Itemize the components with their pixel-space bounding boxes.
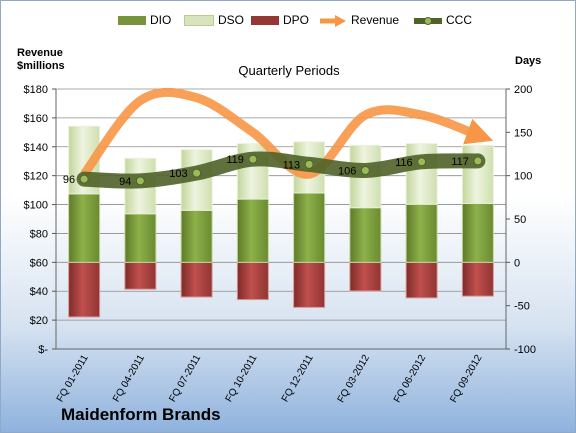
legend-label-dso: DSO (218, 13, 245, 27)
right-tick-label: -50 (514, 301, 530, 313)
legend-arrow-icon (319, 14, 347, 27)
x-tick-label: FQ 12-2011 (280, 353, 316, 404)
legend-label-revenue: Revenue (351, 13, 400, 27)
left-tick-label: $140 (24, 142, 48, 154)
bar-dpo (349, 261, 382, 292)
ccc-marker (79, 174, 89, 184)
bar-dio (461, 202, 494, 263)
left-tick-label: $80 (30, 228, 48, 240)
legend-item-revenue: Revenue (319, 13, 399, 27)
ccc-marker (417, 157, 427, 167)
right-tick-label: 150 (514, 127, 532, 139)
left-tick-label: $20 (30, 315, 48, 327)
bar-dio (180, 209, 213, 263)
x-tick-label: FQ 04-2011 (111, 353, 147, 404)
left-tick-label: $120 (24, 171, 48, 183)
bar-dpo (124, 261, 157, 290)
right-tick-label: -100 (514, 344, 536, 356)
ccc-data-label: 96 (63, 174, 75, 186)
x-tick-label: FQ 10-2011 (224, 353, 260, 404)
ccc-data-label: 117 (451, 156, 469, 168)
ccc-marker (360, 165, 370, 175)
ccc-marker (192, 168, 202, 178)
left-tick-label: $100 (24, 200, 48, 212)
bar-dpo (405, 261, 438, 299)
chart-subtitle: Quarterly Periods (238, 63, 340, 78)
ccc-marker (248, 154, 258, 164)
legend-label-dio: DIO (150, 13, 172, 27)
right-axis-title: Days (515, 55, 542, 67)
ccc-marker (135, 176, 145, 186)
legend-label-ccc: CCC (446, 13, 472, 27)
x-tick-label: FQ 06-2012 (392, 353, 428, 405)
left-tick-label: $180 (24, 84, 48, 96)
right-tick-label: 50 (514, 214, 526, 226)
ccc-data-label: 106 (338, 165, 356, 177)
ccc-marker (473, 156, 483, 166)
ccc-data-label: 103 (169, 168, 187, 180)
legend-item-dso: DSO (184, 13, 244, 27)
ccc-marker (304, 159, 314, 169)
right-tick-label: 0 (514, 257, 520, 269)
bar-dpo (180, 261, 213, 298)
ccc-line (76, 151, 486, 189)
left-tick-label: $60 (30, 257, 48, 269)
x-tick-label: FQ 07-2011 (167, 353, 203, 404)
legend-swatch-dso (184, 15, 214, 27)
bar-dpo (68, 261, 101, 318)
ccc-data-label: 119 (226, 154, 244, 166)
left-tick-label: $160 (24, 113, 48, 125)
company-name: Maidenform Brands (61, 405, 221, 424)
legend-ccc-marker-icon (412, 15, 444, 27)
legend-swatch-dpo (251, 16, 279, 26)
bar-dio (293, 192, 326, 263)
x-tick-label: FQ 03-2012 (336, 353, 372, 405)
ccc-data-label: 113 (283, 159, 301, 171)
left-tick-label: $- (38, 344, 48, 356)
ccc-data-label: 116 (395, 157, 413, 169)
bar-dpo (293, 261, 326, 308)
bar-dso (405, 143, 438, 205)
bar-dio (349, 207, 382, 263)
right-tick-label: 100 (514, 171, 532, 183)
x-tick-label: FQ 01-2011 (55, 353, 91, 404)
legend-label-dpo: DPO (283, 13, 310, 27)
legend-item-dpo: DPO (251, 13, 309, 27)
bar-dio (405, 203, 438, 263)
legend-item-dio: DIO (118, 13, 171, 27)
left-tick-label: $40 (30, 286, 48, 298)
bar-dpo (236, 261, 269, 301)
bar-dio (124, 213, 157, 263)
left-axis-title-text: Revenue $millions (17, 47, 65, 72)
ccc-data-label: 94 (119, 176, 131, 188)
left-axis-title: Revenue $millions (17, 47, 77, 73)
bar-dio (236, 198, 269, 263)
x-tick-label: FQ 09-2012 (448, 353, 484, 405)
bar-dio (68, 193, 101, 263)
bar-dpo (461, 261, 494, 297)
right-tick-label: 200 (514, 84, 532, 96)
legend-item-ccc: CCC (412, 13, 472, 27)
legend-swatch-dio (118, 16, 146, 26)
